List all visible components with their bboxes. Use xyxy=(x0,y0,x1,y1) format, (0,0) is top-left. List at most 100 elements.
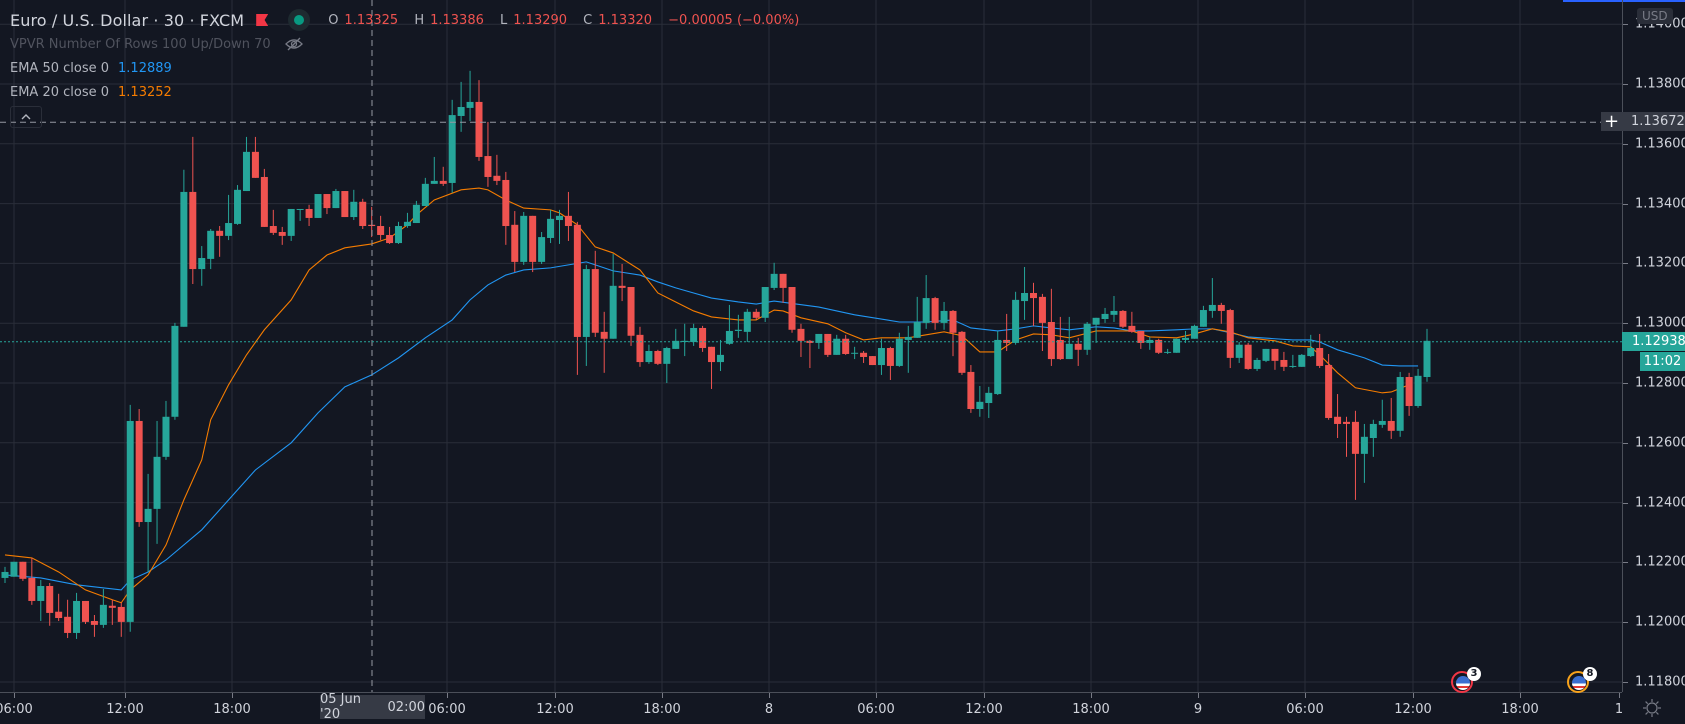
price-label: 1.12600 xyxy=(1635,435,1685,451)
open-value: 1.13325 xyxy=(344,12,399,28)
collapse-legend-button[interactable] xyxy=(10,106,42,128)
time-tick xyxy=(555,693,556,698)
price-tick xyxy=(1623,681,1628,683)
high-value: 1.13386 xyxy=(430,12,484,28)
price-label: 1.13800 xyxy=(1635,76,1685,92)
time-tick xyxy=(1198,693,1199,698)
time-tick xyxy=(1413,693,1414,698)
currency-label[interactable]: USD xyxy=(1637,8,1673,24)
indicator-ema20-name: EMA 20 close 0 xyxy=(10,84,110,100)
time-tick xyxy=(1091,693,1092,698)
grid-lines xyxy=(0,0,1622,692)
time-tick xyxy=(1520,693,1521,698)
symbol-row: Euro / U.S. Dollar · 30 · FXCM O 1.13325 … xyxy=(10,8,805,32)
time-label: 06:00 xyxy=(1286,702,1324,717)
market-status-icon[interactable] xyxy=(288,9,311,31)
time-tick xyxy=(125,693,126,698)
time-label: 12:00 xyxy=(965,702,1003,717)
time-label: 8 xyxy=(764,702,774,717)
time-tick xyxy=(232,693,233,698)
flag-icon[interactable] xyxy=(256,14,269,26)
price-tick xyxy=(1623,382,1628,384)
settings-gear-icon[interactable] xyxy=(1642,698,1662,718)
us-flag-icon xyxy=(1456,675,1470,690)
price-tick xyxy=(1623,263,1628,265)
indicator-ema20[interactable]: EMA 20 close 0 1.13252 xyxy=(10,80,805,104)
indicator-ema50-name: EMA 50 close 0 xyxy=(10,60,110,76)
plus-icon[interactable]: + xyxy=(1603,110,1620,132)
economic-event-marker[interactable]: 8 xyxy=(1567,666,1597,693)
price-tick xyxy=(1623,83,1628,85)
ema50-line xyxy=(4,261,1419,591)
indicator-vpvr-name: VPVR Number Of Rows 100 Up/Down 70 xyxy=(10,36,271,52)
price-label: 1.13200 xyxy=(1635,255,1685,271)
price-label: 1.13000 xyxy=(1635,315,1685,331)
time-label: 06:00 xyxy=(0,702,33,717)
last-price-label: 1.12938 xyxy=(1622,332,1685,351)
candlestick-series xyxy=(1,70,1431,639)
close-label: C xyxy=(583,12,593,28)
time-axis[interactable]: 06:00 12:00 18:00 06:00 12:00 18:00 8 06:00 12:0… xyxy=(0,692,1624,724)
price-label: 1.13600 xyxy=(1635,136,1685,152)
symbol-title[interactable]: Euro / U.S. Dollar · 30 · FXCM xyxy=(10,10,245,30)
price-tick xyxy=(1623,622,1628,624)
top-accent-bar xyxy=(1563,0,1685,2)
change-value: −0.00005 (−0.00%) xyxy=(668,12,800,28)
time-label: 1 xyxy=(1614,702,1624,717)
time-tick xyxy=(1305,693,1306,698)
low-value: 1.13290 xyxy=(513,12,568,28)
bar-countdown: 11:02 xyxy=(1640,352,1685,371)
crosshair-and-price-lines xyxy=(0,0,1622,692)
crosshair-price-label[interactable]: + 1.13672 xyxy=(1601,112,1685,131)
indicator-ema50-value: 1.12889 xyxy=(118,60,172,76)
low-label: L xyxy=(500,12,508,28)
price-label: 1.12000 xyxy=(1635,614,1685,630)
time-tick xyxy=(984,693,985,698)
event-count-badge: 8 xyxy=(1583,666,1597,681)
price-label: 1.13400 xyxy=(1635,196,1685,212)
eye-hidden-icon[interactable] xyxy=(284,37,303,51)
time-tick xyxy=(769,693,770,698)
time-label: 9 xyxy=(1193,702,1203,717)
price-tick xyxy=(1623,203,1628,205)
event-count-badge: 3 xyxy=(1467,666,1481,681)
price-tick xyxy=(1623,24,1628,26)
ohlc-values: O 1.13325 H 1.13386 L 1.13290 C 1.13320 −0.0… xyxy=(328,13,805,28)
high-label: H xyxy=(414,12,425,28)
price-tick xyxy=(1623,442,1628,444)
price-label: 1.12200 xyxy=(1635,554,1685,570)
time-label: 12:00 xyxy=(536,702,574,717)
price-label: 1.11800 xyxy=(1635,674,1685,690)
time-label: 12:00 xyxy=(106,702,144,717)
chart-legend: Euro / U.S. Dollar · 30 · FXCM O 1.13325 … xyxy=(10,8,805,128)
time-tick xyxy=(447,693,448,698)
time-tick xyxy=(1619,693,1620,698)
indicator-ema20-value: 1.13252 xyxy=(118,84,172,100)
time-tick xyxy=(876,693,877,698)
economic-event-marker[interactable]: 3 xyxy=(1451,666,1481,693)
time-label: 06:00 xyxy=(428,702,466,717)
price-tick xyxy=(1623,562,1628,564)
time-label: 18:00 xyxy=(1501,702,1539,717)
close-value: 1.13320 xyxy=(598,12,653,28)
price-tick xyxy=(1623,143,1628,145)
indicator-vpvr[interactable]: VPVR Number Of Rows 100 Up/Down 70 xyxy=(10,32,805,56)
crosshair-price-value: 1.13672 xyxy=(1631,114,1685,129)
crosshair-time: 02:00 xyxy=(387,699,425,715)
time-label: 06:00 xyxy=(857,702,895,717)
price-tick xyxy=(1623,502,1628,504)
indicator-ema50[interactable]: EMA 50 close 0 1.12889 xyxy=(10,56,805,80)
price-label: 1.12400 xyxy=(1635,495,1685,511)
time-label: 18:00 xyxy=(213,702,251,717)
time-tick xyxy=(662,693,663,698)
open-label: O xyxy=(328,12,339,28)
time-tick xyxy=(14,693,15,698)
crosshair-time-label: 05 Jun '20 02:00 xyxy=(320,692,425,722)
us-flag-icon xyxy=(1572,675,1586,690)
time-label: 12:00 xyxy=(1394,702,1432,717)
chevron-up-icon xyxy=(21,114,31,120)
time-label: 18:00 xyxy=(1072,702,1110,717)
time-label: 18:00 xyxy=(643,702,681,717)
chart-canvas[interactable] xyxy=(0,0,1622,692)
price-label: 1.12800 xyxy=(1635,375,1685,391)
